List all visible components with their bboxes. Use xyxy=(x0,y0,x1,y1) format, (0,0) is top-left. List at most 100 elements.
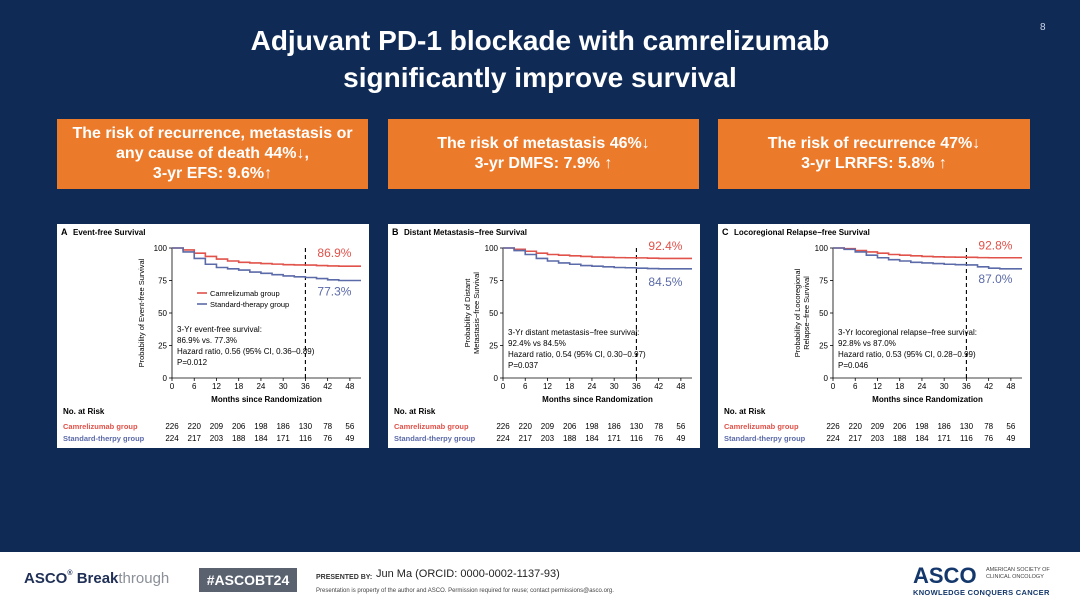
y-tick-label: 50 xyxy=(158,309,167,318)
at-risk-value: 186 xyxy=(937,422,951,431)
survival-curve xyxy=(833,247,1022,259)
x-tick-label: 36 xyxy=(632,382,641,391)
rate-label: 86.9% xyxy=(317,246,351,260)
x-tick-label: 36 xyxy=(962,382,971,391)
stats-annotation: P=0.037 xyxy=(508,361,539,370)
at-risk-row-label: Standard-therpy group xyxy=(724,434,806,443)
slide-title-line2: significantly improve survival xyxy=(343,62,737,93)
at-risk-value: 184 xyxy=(585,434,599,443)
at-risk-value: 203 xyxy=(871,434,885,443)
stats-annotation: Hazard ratio, 0.56 (95% CI, 0.36–0.89) xyxy=(177,347,315,356)
x-tick-label: 6 xyxy=(192,382,197,391)
x-tick-label: 48 xyxy=(676,382,685,391)
at-risk-value: 226 xyxy=(165,422,179,431)
at-risk-value: 224 xyxy=(165,434,179,443)
box-line: The risk of recurrence 47%↓ xyxy=(767,135,981,152)
x-tick-label: 18 xyxy=(234,382,243,391)
highlight-box-efs: The risk of recurrence, metastasis or an… xyxy=(57,119,368,189)
y-tick-label: 25 xyxy=(158,342,167,351)
slide-title-line1: Adjuvant PD-1 blockade with camrelizumab xyxy=(250,25,830,56)
y-tick-label: 25 xyxy=(819,342,828,351)
x-tick-label: 18 xyxy=(895,382,904,391)
society-line2: CLINICAL ONCOLOGY xyxy=(986,574,1044,580)
presented-by-label: PRESENTED BY: xyxy=(316,574,373,581)
at-risk-value: 217 xyxy=(519,434,533,443)
stats-annotation: 3-Yr event-free survival: xyxy=(177,325,262,334)
at-risk-value: 56 xyxy=(1006,422,1015,431)
rate-label: 77.3% xyxy=(317,285,351,299)
at-risk-value: 226 xyxy=(496,422,510,431)
x-tick-label: 36 xyxy=(301,382,310,391)
at-risk-value: 116 xyxy=(630,434,643,443)
at-risk-row-label: Standard-therpy group xyxy=(394,434,476,443)
slide-title: Adjuvant PD-1 blockade with camrelizumab… xyxy=(100,22,980,96)
presenter-name: Jun Ma (ORCID: 0000-0002-1137-93) xyxy=(376,568,560,580)
y-axis-label: Probability of Distant xyxy=(463,278,472,348)
stats-annotation: 86.9% vs. 77.3% xyxy=(177,336,237,345)
y-tick-label: 100 xyxy=(154,244,168,253)
x-tick-label: 6 xyxy=(523,382,528,391)
at-risk-value: 78 xyxy=(323,422,332,431)
society-line1: AMERICAN SOCIETY OF xyxy=(986,567,1050,573)
at-risk-value: 220 xyxy=(519,422,533,431)
at-risk-row-label: Camrelizumab group xyxy=(63,422,138,431)
x-tick-label: 42 xyxy=(984,382,993,391)
at-risk-value: 206 xyxy=(563,422,577,431)
stats-annotation: 3-Yr locoregional relapse−free survival: xyxy=(838,328,977,337)
stats-annotation: Hazard ratio, 0.54 (95% CI, 0.30−0.97) xyxy=(508,350,646,359)
x-tick-label: 6 xyxy=(853,382,858,391)
at-risk-value: 209 xyxy=(871,422,885,431)
legend-label: Standard-therapy group xyxy=(210,300,289,309)
stats-annotation: Hazard ratio, 0.53 (95% CI, 0.28−0.99) xyxy=(838,350,976,359)
registered-mark: ® xyxy=(67,570,73,577)
survival-curve xyxy=(503,247,692,260)
at-risk-value: 209 xyxy=(210,422,224,431)
at-risk-value: 217 xyxy=(849,434,863,443)
box-line: any cause of death 44%↓, xyxy=(116,145,309,162)
x-tick-label: 30 xyxy=(610,382,619,391)
x-tick-label: 42 xyxy=(323,382,332,391)
chart-title: Event-free Survival xyxy=(73,228,145,237)
at-risk-value: 206 xyxy=(232,422,246,431)
chart-title: Locoregional Relapse−free Survival xyxy=(734,228,870,237)
y-tick-label: 75 xyxy=(819,277,828,286)
stats-annotation: 92.8% vs 87.0% xyxy=(838,339,896,348)
y-axis-label: Probability of Locoregional xyxy=(793,268,802,357)
at-risk-title: No. at Risk xyxy=(63,407,105,416)
survival-curve xyxy=(172,247,361,282)
km-chart: A Event-free Survival Probability of Event… xyxy=(61,227,361,443)
y-tick-label: 0 xyxy=(824,374,829,383)
x-tick-label: 42 xyxy=(654,382,663,391)
box-line: 3-yr LRRFS: 5.8% ↑ xyxy=(801,155,947,172)
rate-label: 84.5% xyxy=(648,275,682,289)
at-risk-value: 209 xyxy=(541,422,555,431)
at-risk-value: 198 xyxy=(915,422,929,431)
asco-breakthrough-logo: ASCO® Breakthrough xyxy=(24,570,169,587)
asco-tagline: KNOWLEDGE CONQUERS CANCER xyxy=(913,588,1050,597)
x-axis-label: Months since Randomization xyxy=(211,395,322,404)
x-tick-label: 0 xyxy=(170,382,175,391)
box-line: 3-yr EFS: 9.6%↑ xyxy=(152,165,273,182)
at-risk-value: 186 xyxy=(276,422,290,431)
slide-number: 8 xyxy=(1040,22,1046,33)
at-risk-value: 171 xyxy=(276,434,290,443)
hashtag-badge: #ASCOBT24 xyxy=(199,568,297,592)
y-tick-label: 50 xyxy=(819,309,828,318)
at-risk-value: 78 xyxy=(654,422,663,431)
at-risk-value: 224 xyxy=(826,434,840,443)
at-risk-value: 130 xyxy=(630,422,644,431)
legend-label: Camrelizumab group xyxy=(210,289,280,298)
asco-society-name: AMERICAN SOCIETY OF CLINICAL ONCOLOGY xyxy=(986,567,1050,581)
highlight-box-dmfs: The risk of metastasis 46%↓ 3-yr DMFS: 7… xyxy=(388,119,699,189)
x-tick-label: 48 xyxy=(1006,382,1015,391)
brand-main: ASCO xyxy=(24,570,68,587)
brand-word1: Break xyxy=(76,570,119,587)
footer-bar: ASCO® Breakthrough #ASCOBT24 PRESENTED B… xyxy=(0,552,1080,607)
at-risk-value: 56 xyxy=(676,422,685,431)
panel-letter: C xyxy=(722,227,729,237)
rate-label: 87.0% xyxy=(978,272,1012,286)
stats-annotation: P=0.046 xyxy=(838,361,869,370)
y-tick-label: 100 xyxy=(485,244,499,253)
at-risk-value: 188 xyxy=(563,434,577,443)
x-tick-label: 24 xyxy=(256,382,265,391)
